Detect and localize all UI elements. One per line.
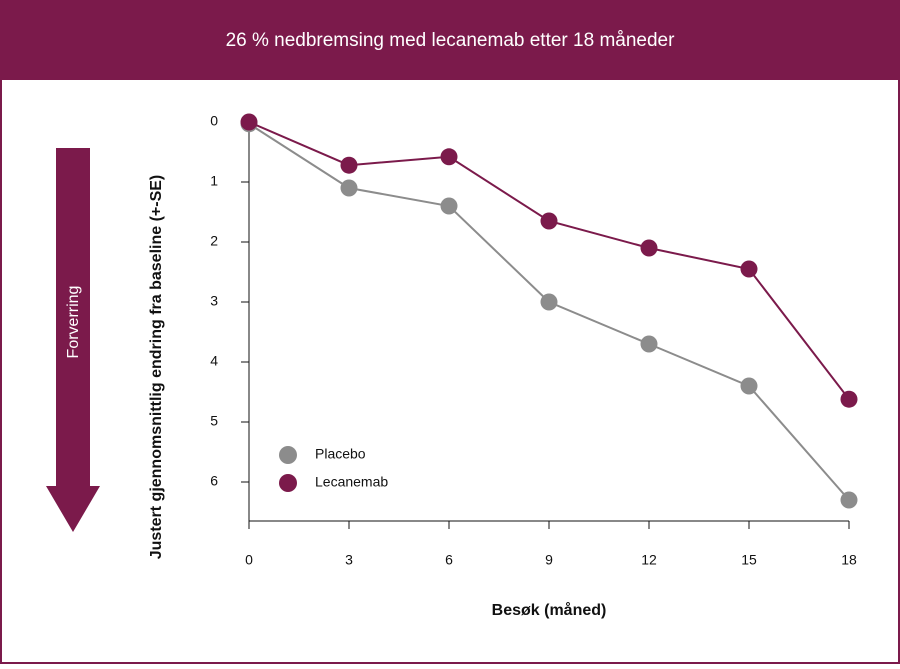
point [540,212,558,230]
y-tick-label: 5 [210,413,218,429]
point [740,260,758,278]
point [540,293,558,311]
point [840,390,858,408]
y-axis-label: Justert gjennomsnittlig endring fra base… [148,175,165,560]
x-tick-label: 9 [545,552,553,568]
x-axis-label: Besøk (måned) [492,601,607,619]
point [240,113,258,131]
point [440,148,458,166]
arrow-label: Forverring [65,286,82,359]
x-tick-label: 18 [841,552,857,568]
y-tick-label: 3 [210,293,218,309]
point [340,156,358,174]
point [640,335,658,353]
point [440,197,458,215]
y-tick-label: 4 [210,353,218,369]
point [840,491,858,509]
point [640,239,658,257]
y-tick-label: 0 [210,113,218,129]
chart-title: 26 % nedbremsing med lecanemab etter 18 … [226,30,676,51]
y-tick-label: 1 [210,173,218,189]
arrow [46,148,100,532]
legend-marker [279,446,297,464]
x-tick-label: 0 [245,552,253,568]
x-tick-label: 6 [445,552,453,568]
x-tick-label: 3 [345,552,353,568]
x-tick-label: 15 [741,552,757,568]
y-tick-label: 2 [210,233,218,249]
x-tick-label: 12 [641,552,657,568]
legend-marker [279,474,297,492]
y-tick-label: 6 [210,473,218,489]
legend-label: Placebo [315,446,366,462]
legend-label: Lecanemab [315,474,388,490]
point [740,377,758,395]
point [340,179,358,197]
header [0,0,900,80]
